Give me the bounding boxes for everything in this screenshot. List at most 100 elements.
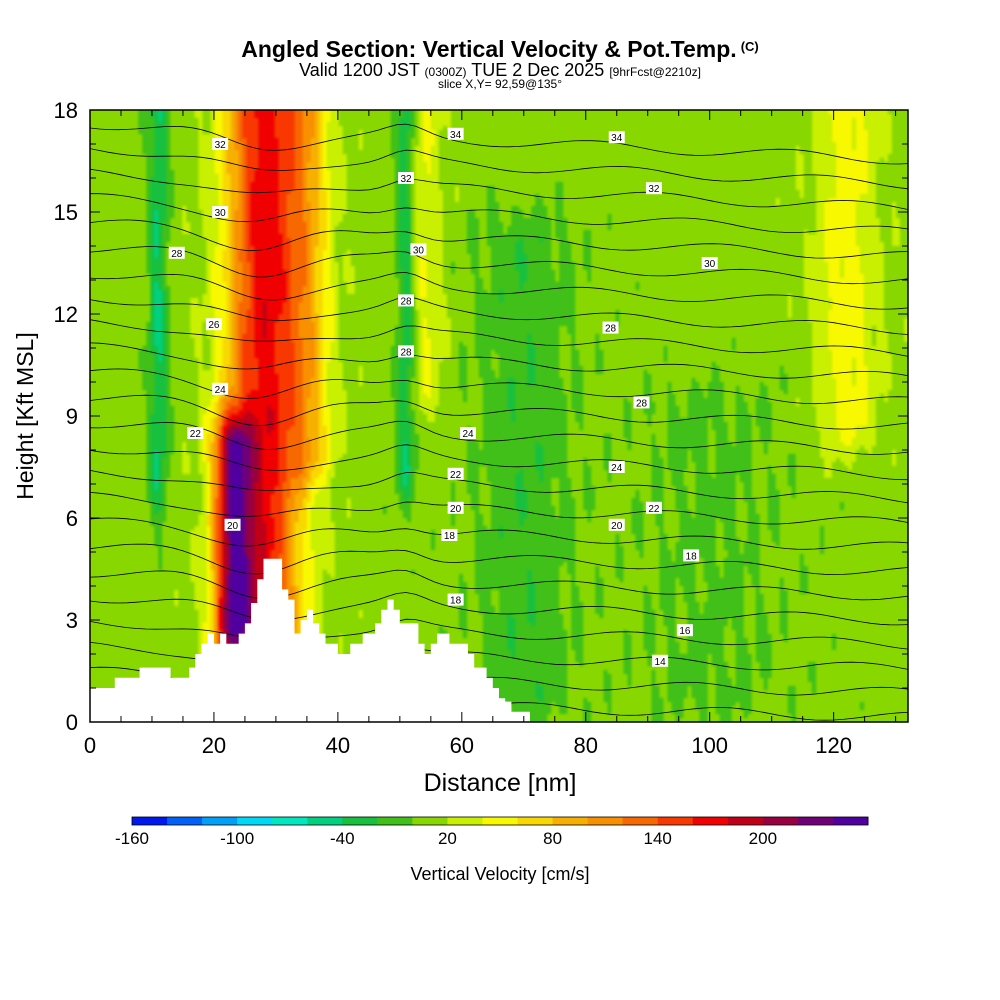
contour-label-bg [447, 501, 464, 514]
contour-label: 30 [410, 243, 427, 256]
theta-contour-line [90, 492, 908, 525]
colorbar-swatch [342, 817, 378, 825]
contour-label-bg [633, 396, 650, 409]
x-tick-label: 40 [326, 733, 350, 758]
theta-contour-line [90, 420, 908, 455]
contour-label: 28 [168, 246, 185, 260]
y-tick-label: 6 [66, 506, 78, 531]
theta-contour-line [90, 394, 908, 430]
chart-title-text: Angled Section: Vertical Velocity & Pot.… [241, 36, 737, 62]
contour-label: 26 [205, 318, 222, 331]
contour-label-bg [608, 131, 625, 144]
contour-label: 28 [398, 294, 415, 307]
theta-contour-line [90, 272, 908, 310]
contour-label: 24 [460, 427, 477, 440]
colorbar-swatch [202, 817, 238, 825]
contour-label-text: 28 [636, 398, 648, 409]
contour-label-text: 34 [450, 130, 462, 141]
contour-label-text: 20 [227, 521, 239, 532]
x-axis: 0 20 40 60 80 100 120 [84, 110, 897, 758]
contour-label: 16 [676, 624, 693, 637]
contour-label-text: 28 [605, 324, 617, 335]
colorbar-swatch [482, 817, 519, 825]
contour-label: 18 [683, 549, 700, 562]
contour-label-bg [212, 206, 229, 218]
contour-label: 32 [645, 182, 662, 195]
y-tick-label: 15 [54, 200, 78, 225]
colorbar-swatch [132, 817, 168, 825]
contour-label-text: 30 [215, 208, 227, 219]
contour-label-text: 14 [655, 657, 667, 668]
theta-contour-line [90, 470, 908, 504]
contour-label-bg [460, 427, 477, 439]
x-tick-label: 20 [202, 733, 226, 758]
contour-label-text: 20 [450, 504, 462, 515]
contour-label-text: 32 [215, 140, 227, 151]
colorbar-swatch [552, 817, 589, 825]
contour-label: 20 [608, 518, 625, 532]
contour-label: 22 [447, 467, 464, 481]
x-tick-label: 80 [574, 733, 598, 758]
colorbar-label: Vertical Velocity [cm/s] [410, 864, 589, 884]
colorbar-swatch [272, 817, 308, 825]
contour-label: 14 [652, 654, 669, 668]
contour-label-text: 22 [450, 470, 462, 481]
theta-contour-line [90, 148, 908, 190]
colorbar-tick-label: -40 [330, 829, 355, 848]
contour-label-bg [168, 246, 185, 259]
theta-contour-line [90, 517, 908, 550]
theta-contour-line [90, 246, 908, 285]
valid-time-line: Valid 1200 JST (0300Z) TUE 2 Dec 2025 [9… [0, 60, 1000, 81]
theta-contour-line [90, 444, 908, 481]
colorbar-swatch [797, 817, 834, 825]
colorbar-swatch [237, 817, 273, 825]
colorbar: -160 -100 -40 20 80 140 200 [115, 816, 869, 848]
colorbar-tick-label: 140 [644, 829, 672, 848]
y-tick-label: 3 [66, 608, 78, 633]
theta-contour-line [90, 168, 908, 210]
y-tick-label: 12 [54, 302, 78, 327]
contour-label-bg [608, 518, 625, 531]
contour-label: 32 [398, 172, 415, 185]
theta-contour-line [90, 219, 908, 259]
contour-label-text: 28 [400, 296, 412, 307]
copyright-mark: (C) [740, 39, 759, 54]
contour-label: 28 [398, 345, 415, 358]
x-tick-label: 60 [450, 733, 474, 758]
colorbar-swatch [692, 817, 729, 825]
contour-label: 20 [447, 501, 464, 515]
contour-label-text: 34 [611, 133, 623, 144]
contour-label: 24 [212, 382, 229, 396]
contour-label-bg [224, 518, 241, 531]
contour-label-text: 18 [686, 551, 698, 562]
theta-contour-line [90, 193, 908, 233]
contour-label-text: 26 [208, 320, 220, 331]
theta-contour-line [90, 592, 908, 626]
forecast-info: [9hrFcst@2210z] [609, 65, 701, 79]
contour-label-text: 18 [444, 531, 456, 542]
contour-label: 22 [645, 501, 662, 515]
colorbar-swatch [727, 817, 764, 825]
contour-label: 18 [441, 529, 458, 542]
colorbar-swatch [307, 817, 343, 825]
contour-label: 30 [212, 206, 229, 219]
contour-label-text: 18 [450, 596, 462, 607]
theta-contour-labels: 34 34 32 32 32 30 30 30 28 28 28 28 28 26 24 24 24 22 22 22… [168, 127, 718, 668]
contour-label-text: 24 [215, 385, 227, 396]
contour-label-bg [447, 127, 464, 140]
velocity-field [90, 110, 908, 722]
colorbar-frame [131, 816, 869, 826]
colorbar-swatch [377, 817, 413, 825]
contour-label-bg [447, 593, 464, 606]
colorbar-tick-label: 200 [749, 829, 777, 848]
contour-label: 18 [447, 593, 464, 607]
contour-label-bg [212, 382, 229, 395]
contour-label-bg [608, 461, 625, 473]
contour-label-bg [683, 549, 700, 562]
contour-label-text: 32 [400, 174, 412, 185]
colorbar-swatch [762, 817, 799, 825]
contour-label-text: 24 [611, 463, 623, 474]
colorbar-swatch [167, 817, 203, 825]
contour-label-bg [441, 529, 458, 541]
contour-label-text: 16 [679, 626, 691, 637]
